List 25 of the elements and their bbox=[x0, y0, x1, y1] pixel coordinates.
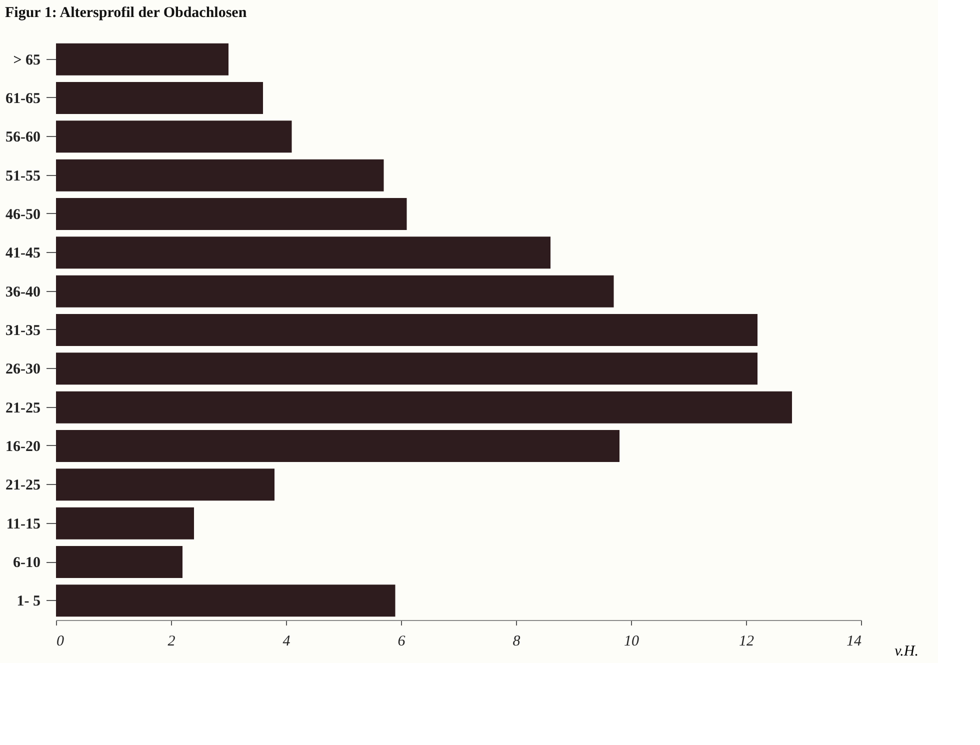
y-tick-label: 56-60 bbox=[6, 130, 40, 146]
y-tick-label: 51-55 bbox=[6, 168, 40, 184]
y-tick-label: 46-50 bbox=[6, 207, 40, 223]
x-tick-label: 0 bbox=[56, 634, 64, 650]
y-tick-label: 41-45 bbox=[6, 246, 40, 262]
y-tick-label: 26-30 bbox=[6, 362, 40, 378]
x-axis-title: v.H. bbox=[894, 644, 918, 660]
x-tick-label: 6 bbox=[398, 634, 406, 650]
y-tick-label: 6-10 bbox=[13, 555, 40, 571]
x-tick-label: 4 bbox=[282, 634, 291, 650]
y-tick-label: 1- 5 bbox=[16, 594, 40, 610]
x-tick-label: 14 bbox=[846, 634, 862, 650]
x-tick-label: 2 bbox=[168, 634, 176, 650]
chart-title: Figur 1: Altersprofil der Obdachlosen bbox=[5, 5, 248, 21]
y-tick-label: 21-25 bbox=[6, 478, 40, 494]
y-tick-label: 36-40 bbox=[6, 284, 40, 300]
x-tick-label: 12 bbox=[739, 634, 754, 650]
y-tick-label: 11-15 bbox=[6, 516, 40, 532]
y-tick-label: 61-65 bbox=[6, 91, 40, 107]
y-tick-label: > 65 bbox=[13, 52, 40, 68]
y-tick-label: 31-35 bbox=[6, 323, 40, 339]
y-tick-label: 21-25 bbox=[6, 400, 40, 416]
x-tick-label: 8 bbox=[512, 634, 521, 650]
y-tick-label: 16-20 bbox=[6, 439, 40, 455]
x-tick-label: 10 bbox=[624, 634, 640, 650]
